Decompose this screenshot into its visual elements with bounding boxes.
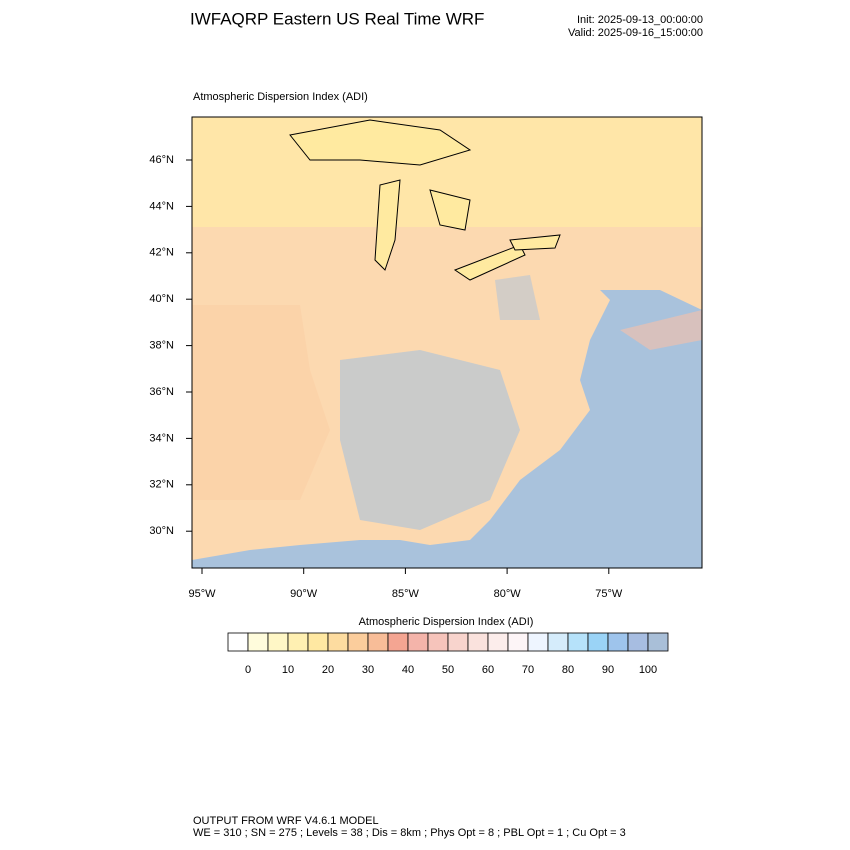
colorbar-label: 40 — [402, 664, 414, 676]
footer-line: OUTPUT FROM WRF V4.6.1 MODEL — [193, 815, 379, 827]
colorbar-label: 50 — [442, 664, 454, 676]
colorbar-box — [467, 632, 489, 652]
colorbar-box — [407, 632, 429, 652]
map-frame — [191, 116, 703, 569]
colorbar-box — [247, 632, 269, 652]
colorbar-label: 10 — [282, 664, 294, 676]
lon-label: 90°W — [290, 588, 318, 600]
colorbar-box — [387, 632, 409, 652]
colorbar-box — [367, 632, 389, 652]
lat-label: 32°N — [149, 479, 174, 491]
colorbar-box — [507, 632, 529, 652]
colorbar-box — [627, 632, 649, 652]
plains — [192, 305, 330, 500]
lake-superior — [289, 119, 472, 166]
title: IWFAQRP Eastern US Real Time WRF — [190, 9, 484, 28]
lat-label: 30°N — [149, 525, 174, 537]
southeast-high-adi — [340, 350, 520, 530]
lake-michigan — [374, 179, 401, 271]
lake-erie — [453, 244, 526, 281]
lon-label: 75°W — [595, 588, 623, 600]
lat-label: 36°N — [149, 386, 174, 398]
lake-huron — [429, 189, 471, 231]
footer-line: WE = 310 ; SN = 275 ; Levels = 38 ; Dis … — [193, 827, 626, 839]
colorbar-label: 20 — [322, 664, 334, 676]
lon-label: 95°W — [188, 588, 216, 600]
ocean-warm — [620, 310, 702, 350]
colorbar-label: 90 — [602, 664, 614, 676]
colorbar-box — [327, 632, 349, 652]
colorbar-title: Atmospheric Dispersion Index (ADI) — [359, 616, 534, 628]
colorbar-box — [267, 632, 289, 652]
colorbar-box — [307, 632, 329, 652]
lon-label: 85°W — [392, 588, 420, 600]
lat-label: 34°N — [149, 432, 174, 444]
colorbar-box — [527, 632, 549, 652]
colorbar-box — [547, 632, 569, 652]
lat-label: 42°N — [149, 247, 174, 259]
colorbar-box — [607, 632, 629, 652]
map-subtitle: Atmospheric Dispersion Index (ADI) — [193, 91, 368, 103]
colorbar-label: 80 — [562, 664, 574, 676]
lon-label: 80°W — [494, 588, 522, 600]
colorbar-label: 0 — [245, 664, 251, 676]
colorbar-box — [347, 632, 369, 652]
colorbar-box — [567, 632, 589, 652]
colorbar-label: 30 — [362, 664, 374, 676]
colorbar-box — [427, 632, 449, 652]
lat-label: 44°N — [149, 200, 174, 212]
lake-ontario — [509, 234, 561, 251]
pa-high-adi — [495, 275, 540, 320]
init-time: Init: 2025-09-13_00:00:00 — [577, 14, 703, 26]
colorbar-label: 60 — [482, 664, 494, 676]
colorbar-box — [447, 632, 469, 652]
colorbar-label: 100 — [639, 664, 657, 676]
lat-label: 38°N — [149, 340, 174, 352]
colorbar-label: 70 — [522, 664, 534, 676]
map — [191, 116, 703, 569]
colorbar-box — [647, 632, 669, 652]
colorbar-box — [287, 632, 309, 652]
ocean — [192, 290, 702, 568]
colorbar-box — [587, 632, 609, 652]
lat-label: 40°N — [149, 293, 174, 305]
colorbar-box — [227, 632, 249, 652]
lat-label: 46°N — [149, 154, 174, 166]
colorbar-box — [487, 632, 509, 652]
valid-time: Valid: 2025-09-16_15:00:00 — [568, 27, 703, 39]
